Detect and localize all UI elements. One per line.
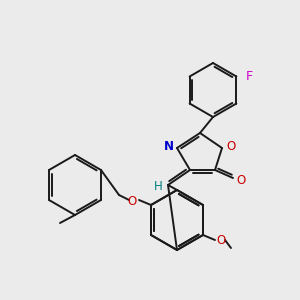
Text: F: F bbox=[245, 70, 253, 83]
Text: O: O bbox=[226, 140, 236, 152]
Text: H: H bbox=[154, 181, 162, 194]
Text: O: O bbox=[216, 233, 226, 247]
Text: O: O bbox=[236, 173, 246, 187]
Text: N: N bbox=[164, 140, 174, 152]
Text: O: O bbox=[128, 194, 136, 208]
